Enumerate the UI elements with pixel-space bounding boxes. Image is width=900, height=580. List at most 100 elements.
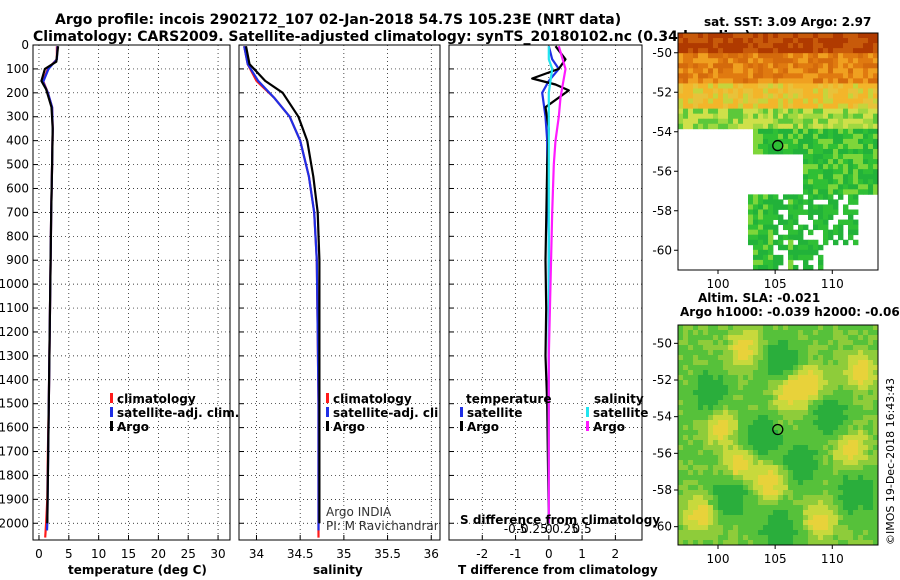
sla-cell — [848, 440, 854, 446]
sla-cell — [723, 425, 729, 431]
sst-cell — [773, 123, 779, 130]
sst-cell — [848, 229, 854, 236]
sst-cell — [758, 148, 764, 155]
sla-cell — [843, 345, 849, 351]
sla-cell — [833, 435, 839, 441]
sst-cell — [823, 214, 829, 220]
sst-cell — [768, 199, 774, 205]
sst-cell — [728, 48, 734, 54]
sla-cell — [783, 530, 789, 536]
sla-cell — [818, 435, 824, 441]
sla-cell — [808, 530, 814, 536]
sla-cell — [748, 335, 754, 341]
sla-cell — [858, 480, 864, 486]
argo-position-marker — [772, 139, 784, 152]
sla-cell — [748, 380, 754, 386]
sla-cell — [858, 375, 864, 381]
legend-swatch-argo-magenta — [586, 421, 589, 431]
sst-cell — [868, 174, 874, 180]
sla-cell — [748, 475, 754, 481]
sla-cell — [723, 385, 729, 391]
sla-cell — [688, 520, 694, 526]
sla-cell — [753, 370, 759, 376]
sst-cell — [808, 43, 814, 49]
sla-cell — [768, 420, 774, 426]
sla-cell — [763, 465, 769, 471]
sla-cell — [853, 405, 859, 411]
sst-cell — [758, 108, 764, 115]
sst-cell — [848, 138, 854, 145]
y-tick-label: -52 — [652, 85, 672, 99]
sla-cell — [793, 340, 799, 346]
y-tick-label: 1400 — [0, 373, 29, 387]
sst-cell — [803, 38, 809, 44]
sla-cell — [678, 350, 684, 356]
sla-cell — [678, 325, 684, 331]
sla-cell — [863, 420, 869, 426]
sla-cell — [723, 455, 729, 461]
sst-cell — [778, 33, 784, 39]
sst-cell — [713, 113, 719, 120]
y-tick-label: 100 — [6, 62, 29, 76]
sla-cell — [678, 380, 684, 386]
sla-cell — [748, 405, 754, 411]
sla-cell — [783, 405, 789, 411]
sla-cell — [748, 370, 754, 376]
sla-cell — [778, 335, 784, 341]
sla-cell — [833, 405, 839, 411]
sla-cell — [693, 410, 699, 416]
sla-cell — [788, 490, 794, 496]
sst-cell — [688, 38, 694, 44]
sla-cell — [688, 535, 694, 541]
sla-cell — [838, 535, 844, 541]
sla-cell — [718, 455, 724, 461]
sla-cell — [698, 430, 704, 436]
sla-cell — [873, 450, 879, 456]
temperature-diff-legend: temperature satellite Argo — [460, 392, 551, 434]
sla-cell — [848, 495, 854, 501]
sla-cell — [863, 500, 869, 506]
sla-cell — [808, 385, 814, 391]
sla-cell — [743, 340, 749, 346]
sst-cell — [703, 118, 709, 125]
sst-cell — [823, 189, 829, 195]
sla-cell — [688, 340, 694, 346]
sst-cell — [818, 259, 824, 266]
sst-cell — [868, 103, 874, 110]
sla-cell — [788, 325, 794, 331]
sla-cell — [708, 510, 714, 516]
sst-cell — [763, 33, 769, 39]
sla-cell — [803, 370, 809, 376]
sst-cell — [803, 154, 809, 160]
sla-cell — [778, 405, 784, 411]
sla-cell — [833, 430, 839, 436]
sla-cell — [723, 495, 729, 501]
sla-cell — [738, 325, 744, 331]
sla-cell — [688, 510, 694, 516]
sla-cell — [678, 540, 684, 546]
sla-cell — [728, 425, 734, 431]
sla-cell — [753, 350, 759, 356]
sst-cell — [798, 204, 804, 210]
sla-cell — [748, 465, 754, 471]
sla-cell — [803, 495, 809, 501]
sst-cell — [788, 214, 794, 220]
sla-cell — [698, 365, 704, 371]
sla-cell — [698, 335, 704, 341]
sla-cell — [838, 490, 844, 496]
sla-cell — [858, 360, 864, 366]
sla-cell — [818, 385, 824, 391]
sst-cell — [733, 83, 739, 89]
sla-cell — [718, 420, 724, 426]
sst-cell — [808, 164, 814, 170]
sla-cell — [798, 415, 804, 421]
sla-cell — [823, 450, 829, 456]
sst-cell — [763, 128, 769, 135]
sla-cell — [858, 435, 864, 441]
sst-cell — [743, 88, 749, 94]
sst-cell — [848, 113, 854, 120]
sla-cell — [713, 335, 719, 341]
sst-cell — [788, 143, 794, 150]
sla-cell — [863, 425, 869, 431]
sla-cell — [743, 410, 749, 416]
